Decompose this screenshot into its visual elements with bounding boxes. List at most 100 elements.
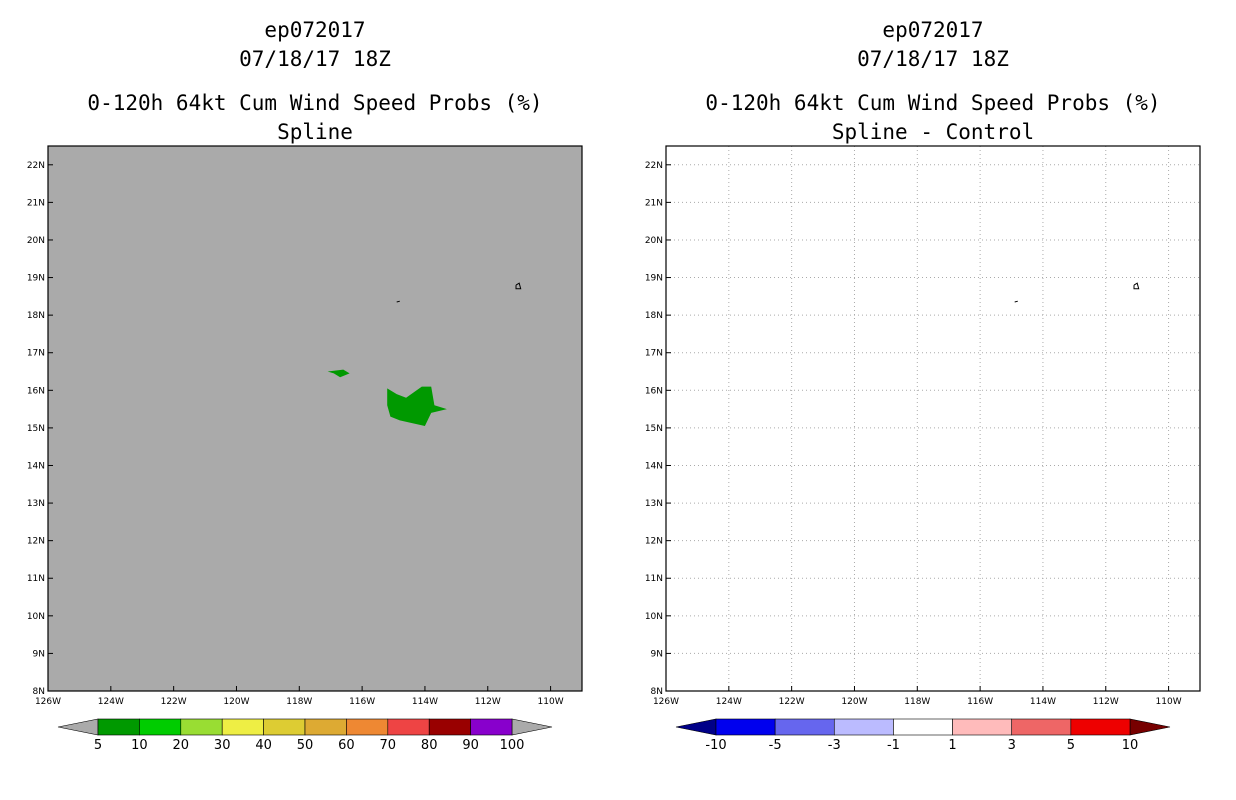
x-tick-label: 112W: [475, 697, 501, 707]
right-title-method: Spline - Control: [831, 120, 1035, 144]
y-tick-label: 13N: [27, 499, 45, 509]
y-tick-label: 12N: [27, 537, 45, 547]
x-tick-label: 126W: [653, 697, 679, 707]
left-title-product: 0-120h 64kt Cum Wind Speed Probs (%): [87, 91, 543, 115]
contour-line: [1014, 300, 1018, 303]
x-tick-label: 124W: [716, 697, 742, 707]
colorbar-label: -5: [769, 738, 782, 753]
colorbar-lower-arrow: [57, 718, 99, 736]
colorbar-label: 5: [1067, 738, 1075, 753]
plot-frame: [665, 145, 1201, 692]
colorbar-segment: [304, 718, 347, 736]
y-tick-label: 10N: [27, 612, 45, 622]
colorbar-label: 40: [255, 738, 272, 753]
colorbar-label: 30: [214, 738, 231, 753]
y-tick-label: 9N: [33, 649, 45, 659]
y-tick-label: 11N: [27, 574, 45, 584]
x-tick-label: 110W: [538, 697, 564, 707]
colorbar-segment: [470, 718, 513, 736]
y-tick-label: 13N: [645, 499, 663, 509]
y-tick-label: 20N: [645, 236, 663, 246]
y-tick-label: 14N: [645, 461, 663, 471]
colorbar-segment: [893, 718, 953, 736]
y-tick-label: 16N: [27, 386, 45, 396]
colorbar-label: -10: [705, 738, 726, 753]
y-tick-label: 18N: [27, 311, 45, 321]
colorbar-label: 5: [94, 738, 102, 753]
x-tick-label: 114W: [1030, 697, 1056, 707]
left-title-method: Spline: [277, 120, 353, 144]
colorbar-upper-arrow: [511, 718, 553, 736]
colorbar-segment: [221, 718, 264, 736]
colorbar-segment: [263, 718, 306, 736]
plot-background: [666, 146, 1200, 691]
contour-line: [1133, 282, 1140, 290]
y-tick-label: 8N: [33, 687, 45, 697]
colorbar-segment: [1011, 718, 1072, 736]
y-tick-label: 15N: [645, 424, 663, 434]
contour-line: [515, 282, 522, 290]
probability-region: [327, 369, 350, 378]
y-tick-label: 19N: [645, 274, 663, 284]
colorbar-segment: [715, 718, 776, 736]
colorbar-segment: [139, 718, 182, 736]
plot-frame: [47, 145, 583, 692]
colorbar-label: 10: [1122, 738, 1139, 753]
y-tick-label: 8N: [651, 687, 663, 697]
colorbar-segment: [774, 718, 835, 736]
x-tick-label: 120W: [841, 697, 867, 707]
colorbar-segment: [387, 718, 430, 736]
y-tick-label: 17N: [27, 349, 45, 359]
colorbar-segment: [97, 718, 140, 736]
x-tick-label: 110W: [1156, 697, 1182, 707]
colorbar-segment: [180, 718, 223, 736]
x-tick-label: 126W: [35, 697, 61, 707]
plot-background: [48, 146, 582, 691]
y-tick-label: 20N: [27, 236, 45, 246]
colorbar-label: 70: [380, 738, 397, 753]
y-tick-label: 18N: [645, 311, 663, 321]
y-tick-label: 10N: [645, 612, 663, 622]
right-title-product: 0-120h 64kt Cum Wind Speed Probs (%): [705, 91, 1161, 115]
x-tick-label: 122W: [161, 697, 187, 707]
colorbar-label: 60: [338, 738, 355, 753]
left-title-storm-id: ep072017: [264, 18, 366, 42]
colorbar-label: 80: [421, 738, 438, 753]
colorbar-segment: [1070, 718, 1131, 736]
y-tick-label: 14N: [27, 461, 45, 471]
colorbar-label: 50: [297, 738, 314, 753]
probability-region: [387, 386, 447, 426]
chart-panel-2: 126W 124W 122W 120W 118W 116W 114W 112W 110W 8N 9N…: [645, 145, 1201, 753]
x-tick-label: 122W: [779, 697, 805, 707]
y-tick-label: 22N: [645, 161, 663, 171]
colorbar-label: 100: [500, 738, 525, 753]
right-title-datetime: 07/18/17 18Z: [857, 47, 1009, 71]
colorbar-label: 10: [131, 738, 148, 753]
colorbar-segment: [833, 718, 894, 736]
x-tick-label: 116W: [349, 697, 375, 707]
colorbar-label: 90: [462, 738, 479, 753]
y-tick-label: 21N: [645, 198, 663, 208]
x-tick-label: 118W: [286, 697, 312, 707]
colorbar-lower-arrow: [675, 718, 717, 736]
y-tick-label: 11N: [645, 574, 663, 584]
colorbar-label: 3: [1008, 738, 1016, 753]
y-tick-label: 9N: [651, 649, 663, 659]
colorbar-label: 1: [948, 738, 956, 753]
chart-panel-1: 126W 124W 122W 120W 118W 116W 114W 112W 110W 8N 9N…: [27, 145, 583, 753]
y-tick-label: 19N: [27, 274, 45, 284]
colorbar-upper-arrow: [1129, 718, 1171, 736]
x-tick-label: 118W: [904, 697, 930, 707]
left-title-datetime: 07/18/17 18Z: [239, 47, 391, 71]
right-title-storm-id: ep072017: [882, 18, 984, 42]
colorbar-segment: [346, 718, 389, 736]
contour-line: [396, 300, 400, 303]
x-tick-label: 124W: [98, 697, 124, 707]
colorbar-segment: [428, 718, 471, 736]
x-tick-label: 114W: [412, 697, 438, 707]
y-tick-label: 16N: [645, 386, 663, 396]
x-tick-label: 120W: [223, 697, 249, 707]
colorbar-label: -1: [887, 738, 900, 753]
colorbar-label: -3: [828, 738, 841, 753]
x-tick-label: 112W: [1093, 697, 1119, 707]
